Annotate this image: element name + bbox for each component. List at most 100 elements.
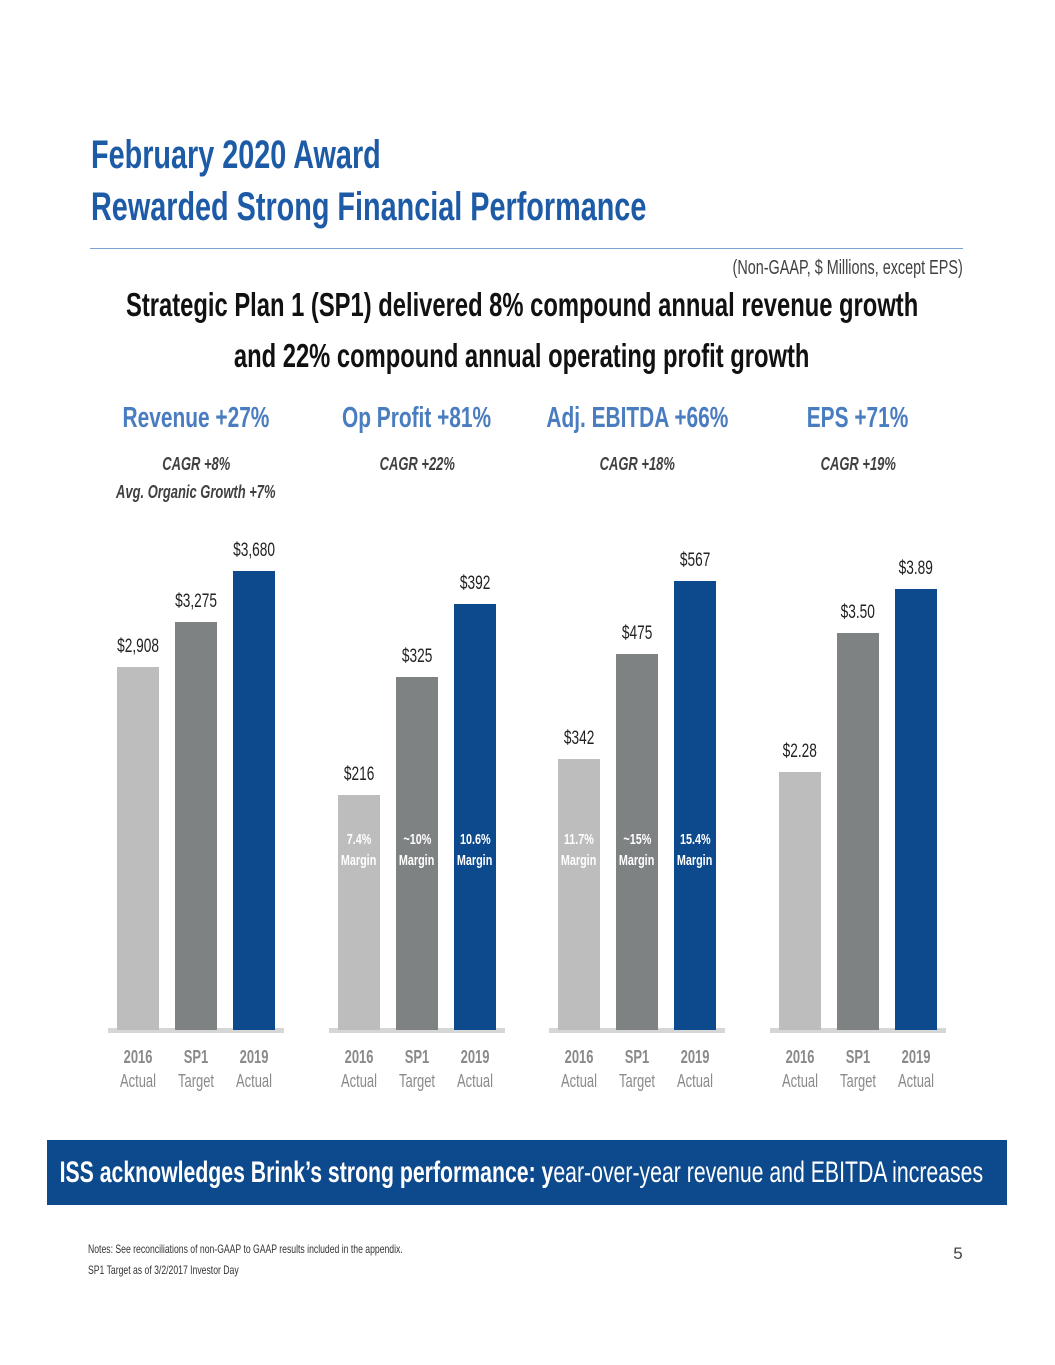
- banner-text: ISS acknowledges Brink’s strong performa…: [59, 1140, 983, 1205]
- eps-tick-line2-2019-actual-box: Actual: [876, 1069, 956, 1093]
- op-profit-margin-pct-2016-actual: 7.4%: [346, 831, 372, 848]
- op-profit-tick-line2-sp1-target-box: Target: [377, 1069, 457, 1093]
- op-profit-tick-line2-2016-actual-box: Actual: [319, 1069, 399, 1093]
- title-line-2: Rewarded Strong Financial Performance: [91, 185, 647, 229]
- op-profit-bar-2016-actual: [338, 795, 380, 1030]
- op-profit-margin-pct-2016-actual-box: 7.4%: [319, 830, 399, 850]
- banner-text-box: ISS acknowledges Brink’s strong performa…: [41, 1140, 1001, 1205]
- revenue-bar-2016-actual: [117, 667, 159, 1030]
- eps-value-label-sp1-target: $3.50: [840, 602, 876, 624]
- revenue-tick-line2-sp1-target-box: Target: [156, 1069, 236, 1093]
- adj-ebitda-value-label-sp1-target: $475: [621, 622, 653, 644]
- op-profit-value-label-2016-actual: $216: [343, 764, 375, 786]
- title-divider: [90, 248, 963, 249]
- eps-tick-line1-sp1-target-box: SP1: [818, 1045, 898, 1069]
- op-profit-margin-label-2019-actual-box: Margin: [435, 851, 515, 871]
- op-profit-chart-title-box: Op Profit +81%: [317, 400, 517, 436]
- op-profit-value-label-sp1-target-box: $325: [372, 646, 462, 668]
- op-profit-margin-label-2016-actual-box: Margin: [319, 851, 399, 871]
- op-profit-tick-line2-2016-actual: Actual: [340, 1071, 378, 1091]
- adj-ebitda-value-label-2016-actual-box: $342: [534, 728, 624, 750]
- op-profit-value-label-2019-actual: $392: [459, 573, 491, 594]
- adj-ebitda-margin-pct-2016-actual: 11.7%: [563, 831, 595, 848]
- banner: ISS acknowledges Brink’s strong performa…: [47, 1140, 1007, 1205]
- eps-tick-line1-2016-actual: 2016: [785, 1047, 815, 1067]
- adj-ebitda-margin-label-2016-actual-box: Margin: [539, 851, 619, 871]
- banner-text-regular: ear-over-year revenue and EBITDA increas…: [553, 1156, 983, 1189]
- adj-ebitda-tick-line1-2016-actual-box: 2016: [539, 1045, 619, 1069]
- eps-value-label-2016-actual-box: $2.28: [755, 741, 845, 763]
- revenue-tick-line2-2019-actual-box: Actual: [214, 1069, 294, 1093]
- op-profit-bar-sp1-target: [396, 676, 438, 1030]
- eps-chart-title: EPS +71%: [807, 402, 909, 434]
- revenue-bar-sp1-target: [175, 621, 217, 1030]
- revenue-chart-title: Revenue +27%: [122, 402, 270, 434]
- op-profit-margin-pct-2019-actual: 10.6%: [459, 831, 491, 848]
- op-profit-tick-line1-sp1-target: SP1: [404, 1047, 430, 1067]
- eps-value-label-2019-actual: $3.89: [898, 558, 934, 579]
- adj-ebitda-tick-line1-sp1-target-box: SP1: [597, 1045, 677, 1069]
- op-profit-cagr-line-1-box: CAGR +22%: [317, 452, 517, 476]
- adj-ebitda-tick-line1-sp1-target: SP1: [624, 1047, 650, 1067]
- revenue-tick-line1-2019-actual-box: 2019: [214, 1045, 294, 1069]
- op-profit-margin-label-2019-actual: Margin: [457, 852, 493, 869]
- revenue-tick-line1-2016-actual-box: 2016: [98, 1045, 178, 1069]
- adj-ebitda-margin-label-sp1-target: Margin: [619, 852, 655, 869]
- chart-adj-ebitda: Adj. EBITDA +66% CAGR +18% $342 11.7% Margin…: [537, 390, 737, 1105]
- adj-ebitda-margin-label-sp1-target-box: Margin: [597, 851, 677, 871]
- op-profit-tick-line2-2019-actual-box: Actual: [435, 1069, 515, 1093]
- op-profit-margin-label-sp1-target: Margin: [399, 852, 435, 869]
- adj-ebitda-margin-pct-sp1-target-box: ~15%: [597, 830, 677, 850]
- footnote-line-1: Notes: See reconciliations of non-GAAP t…: [88, 1242, 403, 1256]
- revenue-value-label-2016-actual-box: $2,908: [93, 636, 183, 658]
- adj-ebitda-bar-sp1-target: [616, 653, 658, 1030]
- op-profit-margin-pct-sp1-target: ~10%: [403, 831, 431, 848]
- eps-bar-2016-actual: [779, 771, 821, 1030]
- revenue-bar-2019-actual: [233, 571, 275, 1030]
- eps-tick-line2-2019-actual: Actual: [897, 1071, 935, 1091]
- revenue-tick-line1-sp1-target: SP1: [183, 1047, 209, 1067]
- op-profit-margin-pct-2019-actual-box: 10.6%: [435, 830, 515, 850]
- eps-tick-line1-2016-actual-box: 2016: [760, 1045, 840, 1069]
- revenue-value-label-2019-actual-box: $3,680: [209, 540, 299, 562]
- revenue-chart-title-box: Revenue +27%: [96, 400, 296, 436]
- revenue-baseline: [108, 1028, 284, 1033]
- page-number: 5: [953, 1244, 963, 1263]
- op-profit-value-label-2019-actual-box: $392: [430, 573, 520, 595]
- adj-ebitda-bar-2016-actual: [558, 759, 600, 1030]
- adj-ebitda-value-label-2019-actual-box: $567: [650, 550, 740, 572]
- adj-ebitda-margin-label-2019-actual-box: Margin: [655, 851, 735, 871]
- revenue-cagr-line-1: CAGR +8%: [161, 454, 231, 474]
- eps-tick-line2-sp1-target: Target: [839, 1071, 877, 1091]
- adj-ebitda-margin-label-2016-actual: Margin: [561, 852, 597, 869]
- adj-ebitda-margin-pct-2019-actual: 15.4%: [679, 831, 711, 848]
- eps-tick-line2-2016-actual: Actual: [781, 1071, 819, 1091]
- op-profit-chart-title: Op Profit +81%: [342, 402, 492, 434]
- op-profit-tick-line1-2019-actual: 2019: [460, 1047, 490, 1067]
- revenue-value-label-sp1-target-box: $3,275: [151, 591, 241, 613]
- adj-ebitda-value-label-sp1-target-box: $475: [592, 623, 682, 645]
- subtitle-line-1: Strategic Plan 1 (SP1) delivered 8% comp…: [125, 286, 919, 323]
- op-profit-tick-line1-2019-actual-box: 2019: [435, 1045, 515, 1069]
- eps-value-label-sp1-target-box: $3.50: [813, 602, 903, 624]
- eps-tick-line1-2019-actual: 2019: [901, 1047, 931, 1067]
- chart-revenue: Revenue +27% CAGR +8% Avg. Organic Growth …: [96, 390, 296, 1105]
- adj-ebitda-chart-title: Adj. EBITDA +66%: [546, 402, 728, 434]
- op-profit-tick-line1-2016-actual: 2016: [344, 1047, 374, 1067]
- op-profit-tick-line1-2016-actual-box: 2016: [319, 1045, 399, 1069]
- title-line-1: February 2020 Award: [91, 133, 381, 177]
- op-profit-tick-line1-sp1-target-box: SP1: [377, 1045, 457, 1069]
- adj-ebitda-tick-line1-2019-actual: 2019: [680, 1047, 710, 1067]
- adj-ebitda-cagr-line-1-box: CAGR +18%: [537, 452, 737, 476]
- op-profit-tick-line2-sp1-target: Target: [398, 1071, 436, 1091]
- subtitle-line-2-box: and 22% compound annual operating profit…: [0, 331, 1044, 381]
- adj-ebitda-value-label-2019-actual: $567: [679, 550, 711, 571]
- revenue-cagr-line-1-box: CAGR +8%: [96, 452, 296, 476]
- adj-ebitda-tick-line2-2019-actual: Actual: [676, 1071, 714, 1091]
- revenue-cagr-line-2-box: Avg. Organic Growth +7%: [96, 480, 296, 504]
- op-profit-value-label-2016-actual-box: $216: [314, 764, 404, 786]
- revenue-tick-line1-sp1-target-box: SP1: [156, 1045, 236, 1069]
- revenue-cagr-line-2: Avg. Organic Growth +7%: [116, 482, 276, 502]
- chart-eps: EPS +71% CAGR +19% $2.28 2016 Actual $3.50 SP1…: [758, 390, 958, 1105]
